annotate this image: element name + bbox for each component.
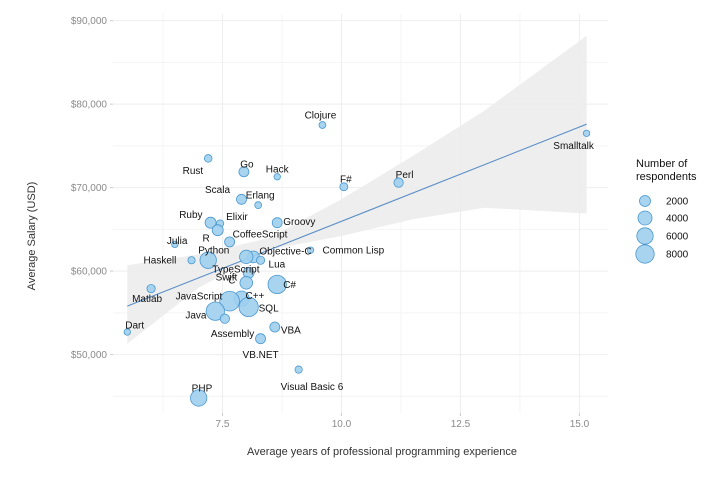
point-typescript [239,249,254,265]
y-tick-label: $50,000 [71,350,108,361]
point-common-lisp [306,246,315,254]
label-php: PHP [192,383,213,394]
point-ruby [204,216,217,229]
point-php [190,389,208,407]
y-tick-label: $80,000 [71,100,108,111]
legend-key-6000 [636,227,654,245]
point-lua [256,255,266,265]
label-objective-c: Objective-C [259,246,311,257]
data-points [123,121,591,407]
trend-line [127,123,587,307]
label-hack: Hack [266,164,290,175]
point-smalltalk [582,129,591,137]
point-vb-net [255,333,266,345]
legend-title: Number of [636,158,688,170]
label-typescript: TypeScript [212,264,259,275]
point-vba [269,321,281,333]
point-haskell [187,256,196,265]
x-tick-label: 15.0 [570,419,590,430]
ribbon-area [127,35,587,344]
label-common-lisp: Common Lisp [323,246,385,257]
label-ruby: Ruby [179,210,202,221]
label-java: Java [185,311,207,322]
y-tick-label: $70,000 [71,183,108,194]
label-c-: C# [283,280,296,291]
label-erlang: Erlang [246,191,275,202]
y-tick-label: $60,000 [71,267,108,278]
point-clojure [318,121,327,129]
point-assembly [219,313,230,324]
point-hack [273,173,281,181]
grid-lines [113,14,608,413]
trend-line-path [127,123,587,307]
y-tick-label: $90,000 [71,16,108,27]
label-assembly: Assembly [211,329,254,340]
label-javascript: JavaScript [176,292,223,303]
point-dart [123,328,131,336]
point-scala [236,193,247,205]
y-axis-title: Average Salary (USD) [26,182,38,291]
legend-label-8000: 8000 [666,250,689,261]
label-julia: Julia [167,236,188,247]
label-elixir: Elixir [226,212,248,223]
label-sql: SQL [259,303,279,314]
label-groovy: Groovy [283,217,315,228]
point-go [238,166,250,178]
label-python: Python [198,246,229,257]
confidence-ribbon [127,35,587,344]
point-c [239,276,254,290]
label-coffeescript: CoffeeScript [233,229,288,240]
legend-label-4000: 4000 [666,214,689,225]
label-r: R [202,234,209,245]
label-c: C [228,275,235,286]
label-visual-basic-6: Visual Basic 6 [281,382,344,393]
label-swift: Swift [216,272,238,283]
legend-key-2000 [639,195,651,207]
label-vba: VBA [281,326,301,337]
x-tick-label: 7.5 [216,419,230,430]
label-c-: C++ [246,291,265,302]
point-labels: Clojure Smalltalk Rust Go Hack F# Perl Scala Erl… [125,111,595,395]
label-clojure: Clojure [305,111,337,122]
point-matlab [146,284,156,294]
label-haskell: Haskell [144,256,177,267]
point-javascript [219,290,240,312]
label-dart: Dart [125,321,144,332]
point-erlang [254,201,263,210]
point-java [205,301,225,321]
point-r [211,224,224,237]
legend-title: respondents [636,171,697,183]
point-f- [339,182,349,192]
legend-label-6000: 6000 [666,232,689,243]
label-matlab: Matlab [132,294,162,305]
point-groovy [271,217,283,229]
point-julia [171,240,179,249]
point-visual-basic-6 [294,365,303,374]
x-axis-title: Average years of professional programmin… [247,446,517,458]
x-tick-label: 12.5 [451,419,471,430]
point-c- [267,274,287,295]
legend-label-2000: 2000 [666,197,689,208]
point-python [199,251,217,269]
label-rust: Rust [183,166,204,177]
label-f-: F# [340,174,352,185]
label-perl: Perl [396,170,414,181]
point-sql [238,296,259,318]
point-perl [393,177,404,188]
legend-key-8000 [635,244,655,264]
label-scala: Scala [205,185,230,196]
label-smalltalk: Smalltalk [553,141,595,152]
legend-key-4000 [637,210,653,226]
label-lua: Lua [269,260,286,271]
label-go: Go [240,159,254,170]
label-vb-net: VB.NET [243,350,279,361]
point-coffeescript [224,236,236,248]
x-tick-label: 10.0 [332,419,352,430]
axes: $50,000 $60,000 $70,000 $80,000 $90,000 7.5 10… [71,16,590,430]
point-rust [203,154,213,163]
